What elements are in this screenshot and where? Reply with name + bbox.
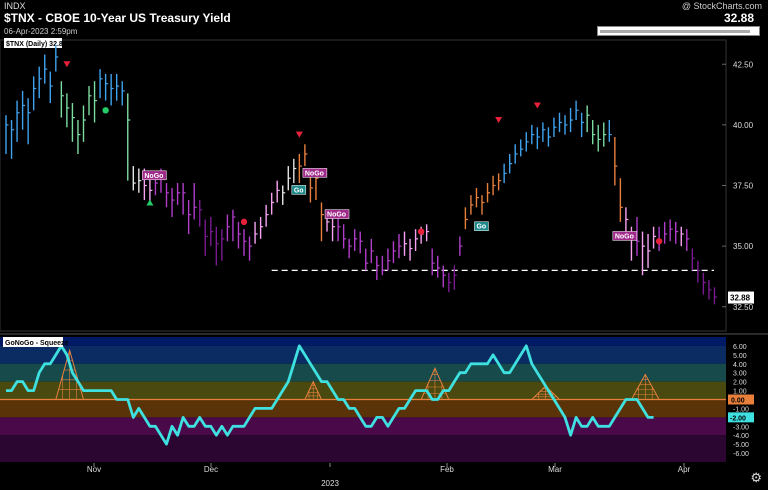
price-tick-label: 32.50 [733,303,754,312]
annotation-box [612,231,638,241]
annotation-label: NoGo [327,212,346,219]
oscillator-zero-box [728,394,754,405]
oscillator-last-value: -2.00 [730,415,746,422]
signal-dot [102,107,109,114]
oscillator-band [0,337,726,346]
chart-datetime: 06-Apr-2023 2:59pm [4,27,78,36]
x-tick-label: Feb [440,465,454,474]
chart-header: INDX $TNX - CBOE 10-Year US Treasury Yie… [0,0,768,40]
price-tick-label: 35.00 [733,242,754,251]
price-legend: $TNX (Daily) 32.88 [6,41,67,48]
price-last-box [728,291,754,304]
oscillator-line [6,344,654,446]
signal-triangle-down [295,131,303,138]
oscillator-band [0,345,726,364]
annotation-box [142,170,167,181]
oscillator-tick-label: 2.00 [733,380,747,387]
signal-dot [655,238,663,245]
annotation-box [324,209,350,219]
annotation-box [474,221,489,231]
oscillator-band [0,399,726,418]
oscillator-tick-label: -5.00 [733,442,749,449]
oscillator-tick-label: 6.00 [733,344,747,351]
daily-range-bar [597,26,760,36]
signal-triangle-down [533,102,541,109]
oscillator-legend: GoNoGo - Squeeze [5,340,69,347]
signal-triangle-up [146,199,154,206]
exchange-label: INDX [4,1,26,11]
annotation-label: Go [476,224,486,231]
annotation-label: NoGo [305,170,324,177]
oscillator-tick-label: -4.00 [733,433,749,440]
signal-triangle-down [495,117,503,124]
oscillator-tick-label: -6.00 [733,451,749,458]
price-tick-label: 40.00 [733,121,754,130]
price-panel [0,39,727,332]
price-tick-label: 37.50 [733,182,754,191]
oscillator-tick-label: -1.00 [733,406,749,413]
oscillator-tick-label: 5.00 [733,353,747,360]
x-tick-label: Dec [204,465,218,474]
last-price: 32.88 [723,11,754,25]
x-tick-label: 2023 [321,479,339,488]
signal-triangle-down [63,61,71,68]
annotation-box [291,185,307,195]
gear-icon[interactable]: ⚙ [750,470,762,485]
x-tick-label: Apr [678,465,691,474]
signal-dot [417,228,425,235]
price-tick-label: 42.50 [733,60,754,69]
x-tick-label: Mar [548,465,562,474]
oscillator-tick-label: -3.00 [733,424,749,431]
annotation-label: NoGo [144,173,163,180]
x-tick-label: Nov [87,465,101,474]
oscillator-tick-label: 3.00 [733,371,747,378]
chart-title: $TNX - CBOE 10-Year US Treasury Yield [4,11,231,25]
oscillator-tick-label: 1.00 [733,389,747,396]
signal-dot [240,218,248,226]
oscillator-legend-box [3,337,63,347]
price-legend-box [4,38,62,48]
stockcharts-credit: @ StockCharts.com [681,1,762,11]
oscillator-band [0,435,726,462]
annotation-label: NoGo [615,233,634,240]
oscillator-last-box [728,412,754,423]
price-last-value: 32.88 [730,294,751,303]
annotation-box [302,168,328,178]
oscillator-tick-label: 4.00 [733,362,747,369]
oscillator-band [0,363,726,382]
oscillator-zero-value: 0.00 [731,398,745,405]
annotation-label: Go [294,187,304,194]
